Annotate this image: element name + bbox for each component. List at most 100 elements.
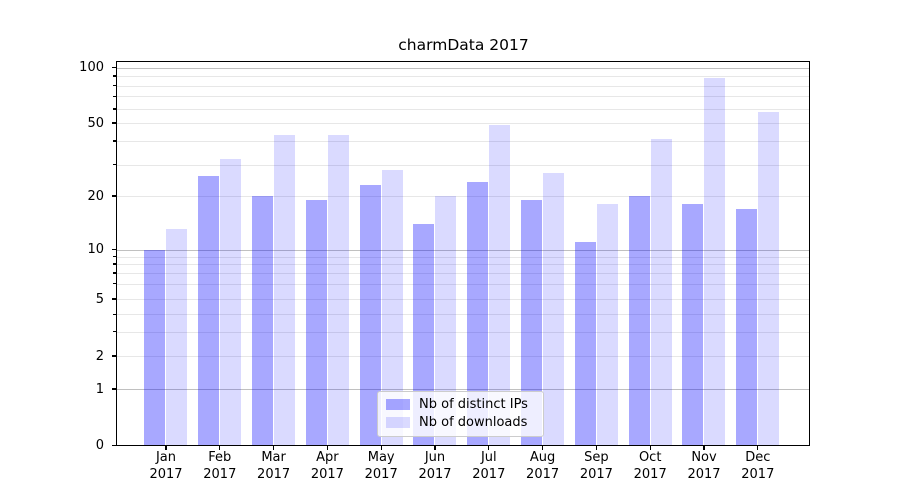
x-tick-year: 2017 — [687, 466, 721, 482]
bar-distinct-ips-sep — [574, 242, 596, 445]
bar-distinct-ips-apr — [305, 199, 327, 445]
x-axis-tick — [542, 446, 544, 450]
x-tick-year: 2017 — [149, 466, 183, 482]
x-tick-month: Jul — [480, 450, 497, 465]
gridline-major — [116, 249, 809, 251]
gridline-minor — [116, 356, 809, 357]
x-tick-month: Sep — [584, 450, 609, 465]
y-axis-tick — [111, 388, 116, 390]
bar-downloads-dec — [758, 111, 780, 445]
y-axis-minor-tick — [113, 140, 116, 142]
y-axis-tick-label: 1 — [95, 381, 104, 397]
x-tick-month: Aug — [529, 450, 556, 465]
gridline-minor — [116, 123, 809, 124]
x-axis-tick-label: Sep 2017 — [569, 450, 623, 483]
gridline-minor — [116, 273, 809, 274]
x-tick-year: 2017 — [364, 466, 398, 482]
x-axis-tick-label: Feb 2017 — [193, 450, 247, 483]
gridline-minor — [116, 283, 809, 285]
x-axis-tick — [273, 446, 275, 450]
legend-swatch-distinct-ips-icon — [386, 399, 410, 411]
bar-downloads-sep — [596, 204, 618, 445]
legend-entry-downloads: Nb of downloads — [386, 415, 535, 430]
x-axis-tick-label: Nov 2017 — [677, 450, 731, 483]
x-tick-month: Jun — [424, 450, 446, 465]
bar-downloads-oct — [650, 139, 672, 445]
y-axis-tick-label: 100 — [79, 60, 104, 75]
bar-distinct-ips-jan — [144, 249, 166, 445]
x-tick-year: 2017 — [310, 466, 344, 482]
x-tick-month: Dec — [745, 450, 771, 465]
gridline-minor — [116, 256, 809, 258]
x-tick-year: 2017 — [257, 466, 291, 482]
x-axis-tick-label: Jun 2017 — [408, 450, 462, 483]
plot-area — [115, 61, 810, 446]
gridline-minor — [116, 141, 809, 142]
x-tick-month: Nov — [691, 450, 717, 465]
y-axis-minor-tick — [113, 282, 116, 285]
x-axis-tick-label: Oct 2017 — [623, 450, 677, 483]
gridline-major — [116, 389, 809, 390]
y-axis-minor-tick — [113, 298, 116, 300]
x-axis-tick — [434, 446, 436, 450]
legend-label-distinct-ips: Nb of distinct IPs — [419, 397, 528, 413]
gridline-minor — [116, 299, 809, 300]
y-axis-tick-label: 10 — [87, 242, 104, 257]
x-tick-month: Feb — [208, 450, 232, 465]
legend-label-downloads: Nb of downloads — [419, 415, 528, 431]
x-axis-tick-label: Jan 2017 — [139, 450, 193, 483]
x-axis-tick-label: Dec 2017 — [731, 450, 785, 483]
x-tick-year: 2017 — [633, 466, 667, 482]
y-axis-tick-label: 0 — [95, 438, 104, 454]
gridline-minor — [116, 76, 809, 77]
x-axis-tick-label: Apr 2017 — [300, 450, 354, 483]
gridline-minor — [116, 109, 809, 110]
x-tick-year: 2017 — [472, 466, 506, 482]
bar-downloads-apr — [327, 135, 349, 445]
x-tick-year: 2017 — [526, 466, 560, 482]
y-axis-tick — [111, 66, 116, 69]
x-axis-tick — [595, 446, 597, 450]
y-axis-minor-tick — [113, 355, 116, 357]
x-axis-tick — [219, 446, 221, 450]
bar-distinct-ips-dec — [736, 208, 758, 445]
gridline-minor — [116, 85, 809, 87]
chart-title: charmData 2017 — [398, 36, 529, 54]
x-tick-month: Mar — [261, 450, 286, 465]
bar-downloads-jan — [166, 229, 188, 445]
gridline-minor — [116, 331, 809, 333]
y-axis-tick-label: 20 — [87, 188, 104, 204]
x-tick-year: 2017 — [203, 466, 237, 482]
x-axis-tick — [703, 446, 705, 450]
y-axis-minor-tick — [113, 108, 116, 110]
x-axis-tick — [165, 446, 167, 450]
x-axis-tick — [649, 446, 651, 450]
bar-downloads-nov — [704, 77, 726, 445]
x-axis-tick — [326, 446, 328, 450]
x-axis-tick-label: Aug 2017 — [516, 450, 570, 483]
bar-distinct-ips-may — [359, 185, 381, 445]
x-axis-tick — [380, 446, 382, 450]
x-tick-month: May — [367, 450, 395, 465]
x-tick-year: 2017 — [579, 466, 613, 482]
legend-entry-distinct-ips: Nb of distinct IPs — [386, 397, 535, 412]
y-axis-minor-tick — [113, 163, 116, 166]
y-axis-tick-label: 2 — [95, 348, 104, 364]
y-axis-minor-tick — [113, 195, 116, 197]
y-axis-tick — [111, 445, 116, 447]
y-axis-minor-tick — [113, 75, 116, 77]
y-axis-minor-tick — [113, 313, 116, 315]
bar-downloads-jul — [489, 124, 511, 445]
bar-downloads-aug — [543, 172, 565, 445]
x-tick-month: Jan — [155, 450, 177, 465]
gridline-minor — [116, 196, 809, 197]
bar-downloads-mar — [274, 135, 296, 445]
bar-distinct-ips-jun — [413, 223, 435, 445]
bar-distinct-ips-mar — [252, 196, 274, 445]
gridline-minor — [116, 96, 809, 98]
x-axis-tick-label: Jul 2017 — [462, 450, 516, 483]
x-tick-month: Apr — [316, 450, 339, 465]
legend-swatch-downloads-icon — [386, 417, 410, 429]
y-axis-minor-tick — [113, 272, 116, 274]
